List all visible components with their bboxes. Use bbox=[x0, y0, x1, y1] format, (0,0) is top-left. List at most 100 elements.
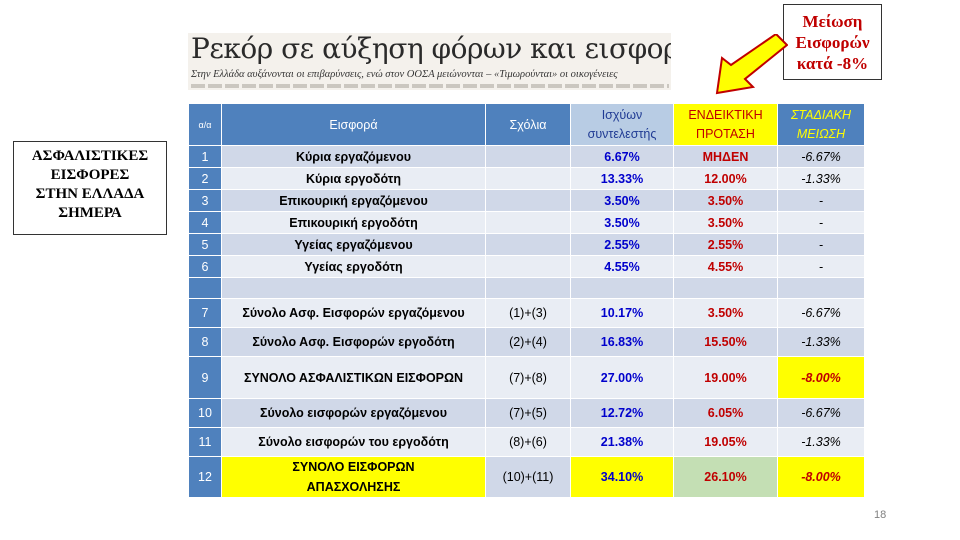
table-row: 12 ΣΥΝΟΛΟ ΕΙΣΦΟΡΩΝ ΑΠΑΣΧΟΛΗΣΗΣ (10)+(11) … bbox=[188, 456, 865, 498]
row-stage: -8.00% bbox=[777, 456, 865, 498]
row-stage: - bbox=[777, 189, 865, 212]
row-current: 3.50% bbox=[570, 211, 674, 234]
row-number: 1 bbox=[188, 145, 222, 168]
header-stage-line-2: ΜΕΙΩΣΗ bbox=[796, 126, 846, 141]
row-current: 13.33% bbox=[570, 167, 674, 190]
empty-cell bbox=[221, 277, 486, 299]
row-number: 9 bbox=[188, 356, 222, 399]
table-row: 11 Σύνολο εισφορών του εργοδότη (8)+(6) … bbox=[188, 427, 865, 457]
row-stage: -8.00% bbox=[777, 356, 865, 399]
callout-line-1: Μείωση bbox=[802, 12, 863, 31]
row-comment bbox=[485, 211, 571, 234]
row-proposal: 19.05% bbox=[673, 427, 778, 457]
row-stage: - bbox=[777, 233, 865, 256]
row-stage: -1.33% bbox=[777, 167, 865, 190]
empty-cell bbox=[570, 277, 674, 299]
row-number: 11 bbox=[188, 427, 222, 457]
row-number bbox=[188, 277, 222, 299]
row-number: 12 bbox=[188, 456, 222, 498]
side-label: ΑΣΦΑΛΙΣΤΙΚΕΣ ΕΙΣΦΟΡΕΣ ΣΤΗΝ ΕΛΛΑΔΑ ΣΗΜΕΡΑ bbox=[13, 141, 167, 235]
header-current-line-1: Ισχύων bbox=[601, 107, 643, 122]
row-current: 16.83% bbox=[570, 327, 674, 357]
header-gradual-reduction: ΣΤΑΔΙΑΚΗ ΜΕΙΩΣΗ bbox=[777, 103, 865, 146]
page-number: 18 bbox=[874, 509, 887, 521]
row-stage: -1.33% bbox=[777, 427, 865, 457]
table-row: 5 Υγείας εργαζόμενου 2.55% 2.55% - bbox=[188, 233, 865, 256]
empty-cell bbox=[777, 277, 865, 299]
row-name: ΣΥΝΟΛΟ ΑΣΦΑΛΙΣΤΙΚΩΝ ΕΙΣΦΟΡΩΝ bbox=[221, 356, 486, 399]
table-row: 10 Σύνολο εισφορών εργαζόμενου (7)+(5) 1… bbox=[188, 398, 865, 428]
row-name: Σύνολο Ασφ. Εισφορών εργοδότη bbox=[221, 327, 486, 357]
row-comment bbox=[485, 167, 571, 190]
row-name-line-2: ΑΠΑΣΧΟΛΗΣΗΣ bbox=[306, 480, 401, 494]
row-proposal: ΜΗΔΕΝ bbox=[673, 145, 778, 168]
row-proposal: 3.50% bbox=[673, 211, 778, 234]
table-spacer-row bbox=[188, 277, 865, 299]
row-number: 10 bbox=[188, 398, 222, 428]
row-current: 2.55% bbox=[570, 233, 674, 256]
row-number: 2 bbox=[188, 167, 222, 190]
row-number: 5 bbox=[188, 233, 222, 256]
row-comment: (1)+(3) bbox=[485, 298, 571, 328]
callout-line-2: Εισφορών bbox=[795, 33, 870, 52]
table-row: 6 Υγείας εργοδότη 4.55% 4.55% - bbox=[188, 255, 865, 278]
header-proposal-line-2: ΠΡΟΤΑΣΗ bbox=[696, 126, 755, 141]
row-proposal: 19.00% bbox=[673, 356, 778, 399]
empty-cell bbox=[673, 277, 778, 299]
row-proposal: 15.50% bbox=[673, 327, 778, 357]
row-comment bbox=[485, 233, 571, 256]
row-current: 3.50% bbox=[570, 189, 674, 212]
empty-cell bbox=[485, 277, 571, 299]
table-row: 2 Κύρια εργοδότη 13.33% 12.00% -1.33% bbox=[188, 167, 865, 190]
row-stage: -1.33% bbox=[777, 327, 865, 357]
header-contribution: Εισφορά bbox=[221, 103, 486, 146]
row-name: Επικουρική εργοδότη bbox=[221, 211, 486, 234]
side-label-line-4: ΣΗΜΕΡΑ bbox=[58, 205, 122, 221]
row-proposal: 3.50% bbox=[673, 298, 778, 328]
row-stage: - bbox=[777, 255, 865, 278]
row-current: 34.10% bbox=[570, 456, 674, 498]
header-proposal-line-1: ΕΝΔΕΙΚΤΙΚΗ bbox=[688, 107, 763, 122]
row-proposal: 26.10% bbox=[673, 456, 778, 498]
headline-subtitle: Στην Ελλάδα αυξάνονται οι επιβαρύνσεις, … bbox=[191, 69, 618, 80]
row-current: 6.67% bbox=[570, 145, 674, 168]
row-stage: -6.67% bbox=[777, 298, 865, 328]
headline-fine-print bbox=[191, 84, 669, 88]
row-comment bbox=[485, 255, 571, 278]
header-comments: Σχόλια bbox=[485, 103, 571, 146]
row-comment: (2)+(4) bbox=[485, 327, 571, 357]
headline-clipping: Ρεκόρ σε αύξηση φόρων και εισφορών Στην … bbox=[188, 33, 671, 90]
header-current-line-2: συντελεστής bbox=[587, 126, 657, 141]
yellow-arrow-icon bbox=[715, 34, 788, 95]
row-comment bbox=[485, 189, 571, 212]
headline-title: Ρεκόρ σε αύξηση φόρων και εισφορών bbox=[191, 33, 671, 65]
row-name: Επικουρική εργαζόμενου bbox=[221, 189, 486, 212]
row-proposal: 12.00% bbox=[673, 167, 778, 190]
row-name: Κύρια εργοδότη bbox=[221, 167, 486, 190]
header-aa: α/α bbox=[188, 103, 222, 146]
row-comment: (10)+(11) bbox=[485, 456, 571, 498]
row-name-line-1: ΣΥΝΟΛΟ ΕΙΣΦΟΡΩΝ bbox=[292, 460, 415, 474]
row-number: 4 bbox=[188, 211, 222, 234]
table-row: 3 Επικουρική εργαζόμενου 3.50% 3.50% - bbox=[188, 189, 865, 212]
callout-line-3: κατά -8% bbox=[796, 54, 869, 73]
row-number: 3 bbox=[188, 189, 222, 212]
row-stage: -6.67% bbox=[777, 145, 865, 168]
row-name: Σύνολο Ασφ. Εισφορών εργαζόμενου bbox=[221, 298, 486, 328]
row-number: 8 bbox=[188, 327, 222, 357]
table-header-row: α/α Εισφορά Σχόλια Ισχύων συντελεστής ΕΝΔ… bbox=[188, 103, 865, 146]
row-current: 10.17% bbox=[570, 298, 674, 328]
reduction-callout: Μείωση Εισφορών κατά -8% bbox=[783, 4, 882, 80]
row-stage: -6.67% bbox=[777, 398, 865, 428]
row-name: ΣΥΝΟΛΟ ΕΙΣΦΟΡΩΝ ΑΠΑΣΧΟΛΗΣΗΣ bbox=[221, 456, 486, 498]
side-label-line-2: ΕΙΣΦΟΡΕΣ bbox=[50, 167, 130, 183]
row-current: 27.00% bbox=[570, 356, 674, 399]
side-label-line-1: ΑΣΦΑΛΙΣΤΙΚΕΣ bbox=[31, 148, 149, 164]
row-proposal: 6.05% bbox=[673, 398, 778, 428]
row-stage: - bbox=[777, 211, 865, 234]
row-proposal: 3.50% bbox=[673, 189, 778, 212]
row-proposal: 2.55% bbox=[673, 233, 778, 256]
table-row: 4 Επικουρική εργοδότη 3.50% 3.50% - bbox=[188, 211, 865, 234]
header-current-rate: Ισχύων συντελεστής bbox=[570, 103, 674, 146]
row-current: 4.55% bbox=[570, 255, 674, 278]
